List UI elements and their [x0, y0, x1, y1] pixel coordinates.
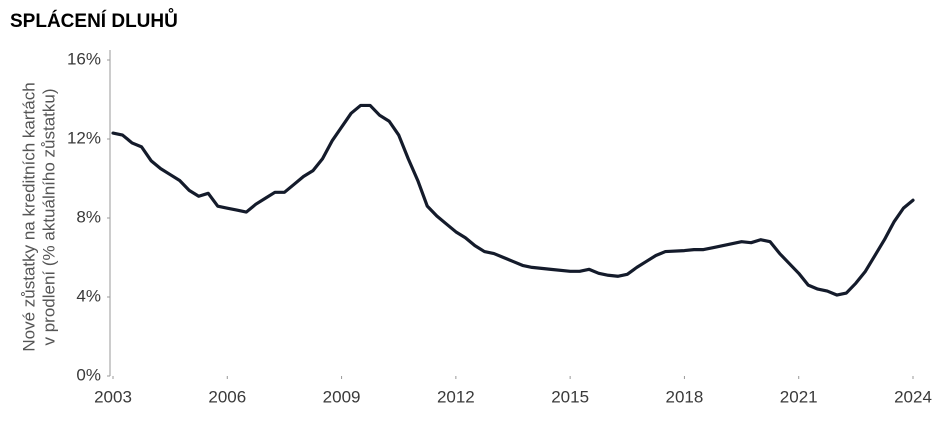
y-tick-label: 4%: [76, 286, 101, 305]
y-axis-label: Nové zůstatky na kreditních kartách v pr…: [19, 82, 58, 351]
x-tick-label: 2012: [437, 387, 475, 406]
x-tick-label: 2009: [323, 387, 361, 406]
y-label-line: Nové zůstatky na kreditních kartách: [19, 82, 38, 351]
y-tick-label: 16%: [67, 49, 101, 68]
x-tick-label: 2006: [208, 387, 246, 406]
x-tick-label: 2021: [780, 387, 818, 406]
y-tick-label: 8%: [76, 207, 101, 226]
x-tick-label: 2015: [551, 387, 589, 406]
y-tick-label: 12%: [67, 128, 101, 147]
y-tick-label: 0%: [76, 365, 101, 384]
x-tick-label: 2003: [94, 387, 132, 406]
x-tick-label: 2024: [894, 387, 932, 406]
data-line: [111, 103, 915, 297]
chart-title: SPLÁCENÍ DLUHŮ: [10, 9, 178, 32]
y-label-line: v prodlení (% aktuálního zůstatku): [39, 88, 58, 345]
x-tick-label: 2018: [666, 387, 704, 406]
